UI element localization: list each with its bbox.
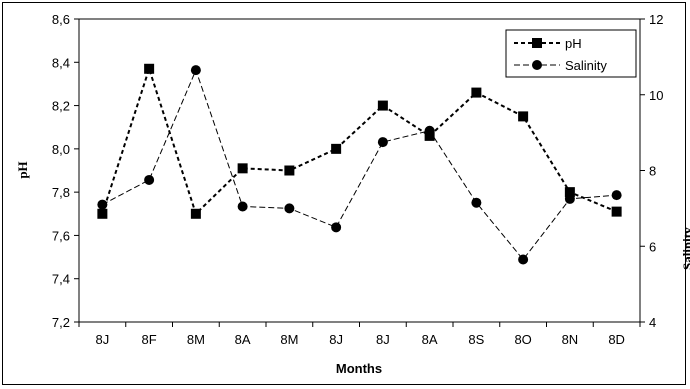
x-tick-label: 8M bbox=[280, 332, 298, 347]
x-tick-label: 8J bbox=[329, 332, 343, 347]
y-tick-label: 8,2 bbox=[52, 99, 70, 114]
x-tick-label: 8J bbox=[376, 332, 390, 347]
salinity-point bbox=[377, 137, 388, 148]
x-tick-label: 8N bbox=[562, 332, 579, 347]
series-ph-line bbox=[101, 65, 618, 216]
ph-point bbox=[237, 163, 248, 174]
salinity-point bbox=[144, 174, 155, 185]
salinity-point bbox=[424, 125, 435, 136]
x-tick-label: 8M bbox=[187, 332, 205, 347]
salinity-point bbox=[564, 193, 575, 204]
ph-point bbox=[190, 208, 201, 219]
salinity-point bbox=[518, 254, 529, 265]
y-tick-label: 7,2 bbox=[52, 315, 70, 330]
y-tick-label: 8,4 bbox=[52, 55, 70, 70]
x-tick-label: 8J bbox=[96, 332, 110, 347]
x-tick-label: 8A bbox=[422, 332, 438, 347]
x-tick-label: 8F bbox=[142, 332, 157, 347]
x-tick-label: 8S bbox=[468, 332, 484, 347]
y-tick-label: 8,6 bbox=[52, 12, 70, 27]
ph-point bbox=[518, 111, 529, 122]
salinity-point bbox=[611, 190, 622, 201]
x-axis-title: Months bbox=[336, 361, 382, 376]
y-tick-label: 7,8 bbox=[52, 185, 70, 200]
y-axis-title: pH bbox=[15, 161, 30, 178]
x-tick-label: 8A bbox=[235, 332, 251, 347]
legend-marker-salinity bbox=[532, 60, 542, 70]
salinity-point bbox=[237, 201, 248, 212]
ph-point bbox=[97, 208, 108, 219]
ph-point bbox=[284, 165, 295, 176]
ph-point bbox=[377, 100, 388, 111]
y2-axis-title: Salinity bbox=[680, 227, 690, 270]
salinity-point bbox=[471, 197, 482, 208]
salinity-point bbox=[331, 222, 342, 233]
ph-point bbox=[424, 130, 435, 141]
y2-tick-label: 10 bbox=[649, 88, 663, 103]
y2-tick-label: 4 bbox=[649, 315, 656, 330]
legend-box bbox=[505, 29, 637, 78]
legend: pH Salinity bbox=[505, 29, 637, 78]
ph-point bbox=[144, 63, 155, 74]
ph-point bbox=[471, 87, 482, 98]
salinity-point bbox=[190, 65, 201, 76]
salinity-point bbox=[284, 203, 295, 214]
y-tick-label: 7,6 bbox=[52, 228, 70, 243]
y-tick-label: 8,0 bbox=[52, 142, 70, 157]
legend-marker-ph bbox=[532, 38, 542, 48]
legend-label-salinity: Salinity bbox=[565, 58, 607, 73]
x-tick-label: 8O bbox=[514, 332, 531, 347]
ticks-group: 7,2 7,4 7,6 7,8 8,0 8,2 8,4 8,6 4 6 8 10 12 8J 8F 8M 8A 8… bbox=[52, 12, 664, 347]
ph-point bbox=[564, 187, 575, 198]
y2-tick-label: 12 bbox=[649, 12, 663, 27]
salinity-point bbox=[97, 199, 108, 210]
ph-point bbox=[611, 206, 622, 217]
series-group bbox=[97, 63, 622, 265]
y2-tick-label: 6 bbox=[649, 239, 656, 254]
ph-point bbox=[331, 143, 342, 154]
legend-label-ph: pH bbox=[565, 36, 582, 51]
series-salinity-line bbox=[102, 68, 617, 261]
x-tick-label: 8D bbox=[608, 332, 625, 347]
y2-tick-label: 8 bbox=[649, 164, 656, 179]
y-tick-label: 7,4 bbox=[52, 272, 70, 287]
